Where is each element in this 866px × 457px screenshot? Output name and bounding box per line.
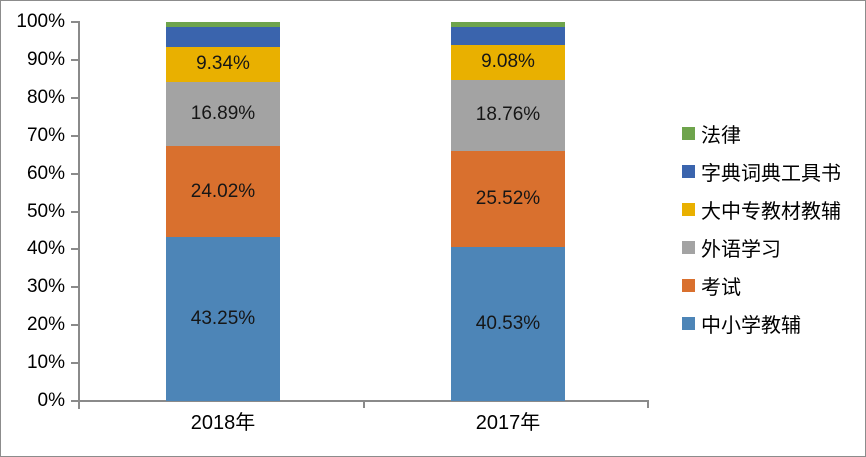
y-tick-label: 60% xyxy=(26,162,65,184)
data-label: 9.34% xyxy=(196,53,250,75)
legend-label: 考试 xyxy=(701,276,741,299)
y-tick-label: 90% xyxy=(26,48,65,70)
legend-item: 考试 xyxy=(682,272,741,299)
legend-swatch-icon xyxy=(682,164,695,178)
bar-segment-s4-c1 xyxy=(451,27,565,46)
bar-segment-s2-c0 xyxy=(166,82,280,147)
y-tick-mark xyxy=(71,96,78,99)
legend-swatch-icon xyxy=(682,240,695,254)
y-axis-line xyxy=(78,21,80,409)
y-tick-label: 0% xyxy=(37,390,65,411)
legend-label: 大中专教材教辅 xyxy=(701,200,841,223)
legend-label: 法律 xyxy=(701,124,741,147)
legend-item: 字典词典工具书 xyxy=(682,158,841,185)
y-tick-mark xyxy=(71,172,78,175)
y-tick-label: 20% xyxy=(26,314,65,336)
y-tick-mark xyxy=(71,21,78,23)
data-label: 43.25% xyxy=(190,308,256,330)
y-tick-label: 50% xyxy=(26,200,65,222)
y-tick-mark xyxy=(71,58,78,61)
y-tick-mark xyxy=(71,400,78,402)
bar-segment-s5-c1 xyxy=(451,22,565,28)
legend-swatch-icon xyxy=(682,202,695,216)
legend-swatch-icon xyxy=(682,126,695,140)
legend-item: 外语学习 xyxy=(682,234,781,261)
y-tick-label: 70% xyxy=(26,124,65,146)
bar-segment-s3-c0 xyxy=(166,46,280,83)
y-tick-label: 40% xyxy=(26,238,65,260)
y-tick-mark xyxy=(71,362,78,365)
y-tick-label: 100% xyxy=(16,11,65,32)
y-tick-mark xyxy=(71,134,78,137)
y-tick-label: 10% xyxy=(26,352,65,374)
data-label: 16.89% xyxy=(190,103,256,125)
y-tick-mark xyxy=(71,210,78,213)
bar-segment-s0-c1 xyxy=(451,247,565,401)
x-tick-mark xyxy=(363,401,365,408)
x-category-label: 2018年 xyxy=(190,412,256,434)
bar-segment-s3-c1 xyxy=(451,45,565,80)
legend-swatch-icon xyxy=(682,316,695,330)
data-label: 24.02% xyxy=(190,180,256,202)
bar-segment-s1-c1 xyxy=(451,150,565,248)
bar-segment-s2-c1 xyxy=(451,79,565,151)
x-tick-mark xyxy=(78,401,80,408)
legend-label: 中小学教辅 xyxy=(701,314,801,337)
y-tick-mark xyxy=(71,248,78,251)
legend-item: 中小学教辅 xyxy=(682,310,801,337)
x-tick-mark xyxy=(647,401,649,408)
y-tick-label: 80% xyxy=(26,86,65,108)
legend-item: 法律 xyxy=(682,120,741,147)
data-label: 40.53% xyxy=(475,313,541,335)
data-label: 18.76% xyxy=(475,104,541,126)
x-category-label: 2017年 xyxy=(475,412,541,434)
legend-item: 大中专教材教辅 xyxy=(682,196,841,223)
y-tick-mark xyxy=(71,286,78,289)
y-tick-label: 30% xyxy=(26,276,65,298)
data-label: 9.08% xyxy=(481,51,535,73)
legend-label: 外语学习 xyxy=(701,238,781,261)
legend-label: 字典词典工具书 xyxy=(701,162,841,185)
bar-segment-s0-c0 xyxy=(166,237,280,401)
data-label: 25.52% xyxy=(475,188,541,210)
legend-swatch-icon xyxy=(682,278,695,292)
bar-segment-s1-c0 xyxy=(166,146,280,238)
bar-segment-s5-c0 xyxy=(166,22,280,28)
y-tick-mark xyxy=(71,324,78,327)
bar-segment-s4-c0 xyxy=(166,27,280,47)
